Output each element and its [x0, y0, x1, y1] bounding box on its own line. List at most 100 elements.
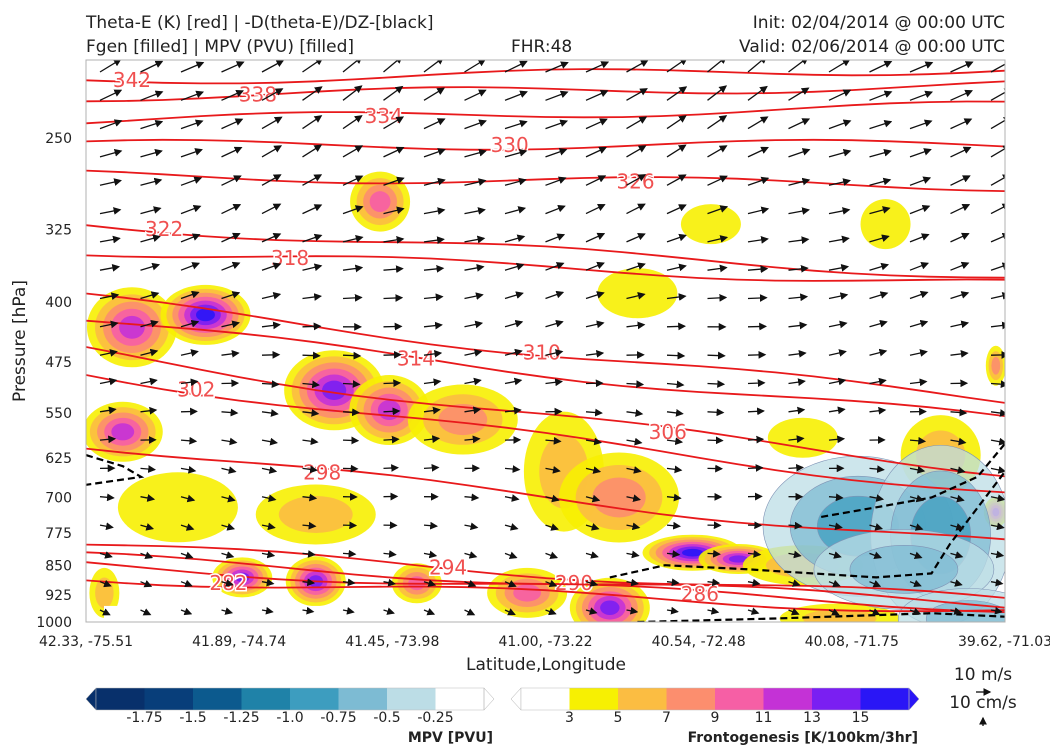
- stability-dashed-contour: [86, 454, 145, 486]
- wind-vector: [626, 116, 648, 130]
- wind-vector: [140, 494, 156, 502]
- y-tick-label: 850: [45, 558, 72, 574]
- wind-vector: [747, 206, 770, 215]
- wind-vector: [342, 264, 364, 273]
- wind-vector: [990, 116, 1005, 130]
- wind-vector: [504, 319, 524, 328]
- wind-vector: [828, 178, 851, 186]
- theta-e-contour-line: [86, 254, 1005, 282]
- wind-vector: [828, 320, 848, 329]
- wind-vector: [666, 60, 688, 73]
- wind-vector: [99, 235, 121, 244]
- wind-vector: [545, 607, 557, 616]
- wind-vector: [383, 550, 397, 558]
- wind-vector: [666, 86, 688, 101]
- wind-vector: [626, 437, 643, 446]
- wind-vector: [180, 319, 200, 328]
- wind-vector: [504, 377, 523, 386]
- wind-vector: [990, 60, 1005, 73]
- wind-vector: [423, 236, 445, 245]
- wind-vector: [585, 408, 603, 417]
- wind-vector: [464, 89, 487, 101]
- wind-vector: [666, 380, 685, 389]
- wind-vector: [140, 206, 162, 215]
- wind-vector: [747, 350, 767, 359]
- wind-vector: [828, 263, 850, 272]
- chart-title-line-1: Theta-E (K) [red] | -D(theta-E)/DZ-[blac…: [86, 13, 434, 33]
- x-tick-label: 42.33, -75.51: [39, 634, 133, 650]
- theta-e-contour-label: 294: [429, 555, 467, 579]
- fgen-fill: [860, 199, 911, 250]
- wind-vector: [909, 204, 931, 215]
- wind-vector: [950, 118, 973, 130]
- y-axis-ticks: 250 325 400 475 550 625 700 775 850 925 1000: [36, 131, 72, 631]
- fgen-colorbar-extend-left: [510, 687, 522, 711]
- wind-vector: [545, 204, 566, 215]
- wind-vector: [950, 291, 970, 300]
- wind-vector: [504, 148, 528, 158]
- wind-vector: [747, 265, 769, 274]
- wind-vector: [99, 207, 122, 215]
- wind-vector: [504, 608, 516, 616]
- wind-vector: [707, 85, 728, 101]
- wind-vector: [666, 409, 684, 417]
- wind-vector: [140, 234, 161, 243]
- wind-vector: [869, 465, 885, 473]
- x-axis-label: Latitude,Longitude: [466, 655, 626, 675]
- wind-vector: [990, 292, 1005, 300]
- wind-vector: [950, 408, 968, 417]
- mpv-colorbar-tick-label: -0.75: [320, 710, 356, 726]
- y-tick-label: 1000: [36, 615, 72, 631]
- wind-vector: [342, 549, 357, 558]
- wind-vector: [140, 523, 155, 531]
- wind-vector: [909, 436, 927, 445]
- fgen-colorbar-tick-label: 7: [662, 710, 671, 726]
- wind-vector: [909, 262, 930, 271]
- wind-vector: [180, 607, 193, 616]
- wind-vector: [950, 494, 965, 503]
- wind-vector: [464, 349, 483, 357]
- wind-vector: [342, 85, 363, 101]
- theta-e-contour-label: 282: [209, 571, 247, 595]
- wind-vector: [869, 262, 890, 271]
- wind-vector: [666, 174, 687, 186]
- fgen-colorbar-extend-right: [908, 687, 920, 711]
- wind-vector: [383, 116, 405, 130]
- wind-vector: [626, 174, 647, 186]
- wind-vector: [342, 235, 364, 243]
- wind-vector: [747, 294, 768, 302]
- y-tick-label: 325: [45, 223, 72, 239]
- fgen-colorbar-tick-label: 9: [711, 710, 720, 726]
- wind-vector: [950, 466, 966, 474]
- wind-vector: [950, 232, 970, 243]
- wind-vector: [383, 379, 402, 388]
- wind-vector: [423, 464, 440, 472]
- wind-vector: [180, 465, 197, 474]
- wind-vector: [869, 291, 889, 300]
- wind-vector: [990, 550, 1005, 559]
- wind-vector: [464, 119, 487, 130]
- wind-vector: [828, 235, 850, 244]
- wind-vector: [707, 436, 724, 445]
- wind-vector: [180, 176, 203, 186]
- wind-vector: [788, 87, 810, 101]
- wind-vector: [423, 265, 445, 273]
- wind-vector: [950, 204, 971, 215]
- wind-vector: [180, 494, 196, 503]
- wind-vector: [747, 607, 760, 615]
- wind-vector: [869, 494, 885, 502]
- mpv-colorbar-swatch: [387, 688, 436, 710]
- wind-vector: [545, 290, 565, 300]
- mpv-colorbar-swatch: [96, 688, 145, 710]
- mpv-colorbar-tick-label: -1.5: [179, 710, 206, 726]
- x-tick-label: 39.62, -71.03: [958, 634, 1050, 650]
- wind-vector: [504, 494, 520, 502]
- wind-vector: [140, 465, 156, 473]
- wind-vector: [261, 409, 279, 417]
- wind-vector: [626, 578, 639, 587]
- wind-vector: [707, 293, 728, 302]
- wind-vector: [221, 551, 235, 559]
- wind-vector: [464, 579, 477, 588]
- wind-vector: [990, 203, 1005, 215]
- theta-e-contour-label: 326: [616, 170, 654, 194]
